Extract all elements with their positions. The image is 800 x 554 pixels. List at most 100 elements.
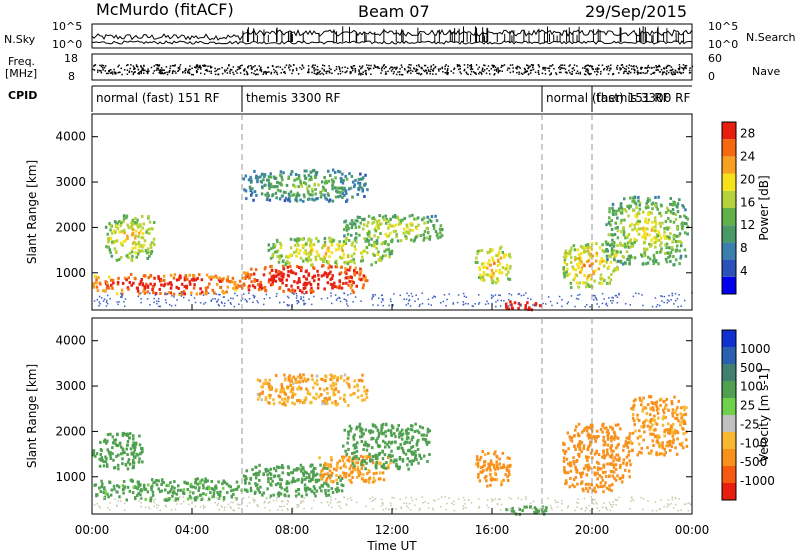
near-range-speckle <box>193 297 196 299</box>
near-range-speckle <box>178 292 181 294</box>
range-cell <box>336 378 339 382</box>
range-cell <box>244 276 247 280</box>
range-cell <box>475 256 478 260</box>
range-cell <box>479 455 483 459</box>
range-cell <box>486 262 490 266</box>
freq-dot <box>400 73 403 76</box>
range-cell <box>434 230 438 234</box>
near-range-speckle <box>173 296 175 298</box>
freq-dot <box>381 66 383 69</box>
range-cell <box>619 221 623 225</box>
freq-dot <box>553 68 555 70</box>
range-cell <box>190 485 193 489</box>
range-cell <box>107 450 111 454</box>
freq-dot <box>226 67 229 69</box>
range-cell <box>332 392 335 396</box>
freq-dot <box>652 72 655 75</box>
near-range-speckle <box>105 305 108 307</box>
range-cell <box>329 463 332 467</box>
range-cell <box>380 242 384 246</box>
range-cell <box>372 480 375 484</box>
range-cell <box>604 481 607 485</box>
freq-dot <box>607 65 610 67</box>
range-cell <box>672 212 675 216</box>
range-cell <box>323 240 327 244</box>
range-cell <box>303 401 306 405</box>
freq-dot <box>368 69 370 71</box>
range-cell <box>348 467 352 471</box>
freq-dot <box>186 71 189 73</box>
range-cell <box>328 198 332 202</box>
near-range-speckle <box>159 305 161 308</box>
range-cell <box>221 278 224 282</box>
near-range-speckle <box>296 302 299 305</box>
freq-dot <box>670 66 673 68</box>
near-range-speckle <box>448 293 450 295</box>
range-cell <box>645 412 649 416</box>
near-range-speckle <box>542 302 544 305</box>
range-cell <box>628 258 631 262</box>
range-cell <box>262 273 266 277</box>
range-cell <box>669 259 672 263</box>
range-cell <box>670 428 673 432</box>
near-range-speckle <box>171 295 173 297</box>
range-cell <box>353 238 357 242</box>
range-cell <box>347 227 350 231</box>
range-cell <box>312 396 315 400</box>
near-range-speckle <box>99 303 101 305</box>
near-range-speckle <box>123 301 125 303</box>
range-cell <box>637 227 640 231</box>
freq-dot <box>518 71 520 73</box>
range-cell <box>320 393 323 397</box>
range-cell <box>669 202 672 206</box>
freq-dot <box>193 66 196 69</box>
near-range-speckle <box>388 304 390 307</box>
range-cell <box>476 249 480 253</box>
range-cell <box>583 264 586 268</box>
range-cell <box>416 440 419 444</box>
freq-dot <box>187 71 189 74</box>
range-cell <box>303 483 307 487</box>
range-cell <box>287 378 291 382</box>
range-cell <box>610 233 613 237</box>
range-cell <box>356 395 360 399</box>
range-cell <box>120 288 124 292</box>
range-cell <box>641 235 644 239</box>
freq-dot <box>317 69 319 71</box>
range-cell <box>330 487 333 491</box>
freq-dot <box>192 73 195 76</box>
range-cell <box>630 255 634 259</box>
range-cell <box>104 460 108 464</box>
near-range-speckle <box>414 300 416 303</box>
range-cell <box>329 384 333 388</box>
freq-dot <box>155 69 158 71</box>
range-cell <box>274 373 278 377</box>
freq-dot <box>616 68 618 70</box>
range-cell <box>415 217 418 221</box>
freq-dot <box>407 66 409 68</box>
range-cell <box>309 241 313 245</box>
freq-dot <box>390 66 392 68</box>
range-cell <box>177 287 180 291</box>
range-cell <box>341 192 345 196</box>
freq-dot <box>312 64 314 66</box>
freq-dot <box>315 73 317 75</box>
freq-dot <box>410 64 412 66</box>
range-cell <box>584 246 587 250</box>
freq-dot <box>492 66 495 68</box>
freq-dot <box>559 68 562 71</box>
range-cell <box>308 487 312 491</box>
range-cell <box>333 170 337 174</box>
range-cell <box>671 411 674 415</box>
range-cell <box>324 251 328 255</box>
range-cell <box>267 480 270 484</box>
freq-dot <box>315 68 317 71</box>
freq-dot <box>197 68 199 70</box>
range-cell <box>258 463 261 467</box>
freq-dot <box>429 72 431 75</box>
range-cell <box>217 480 220 484</box>
range-cell <box>620 218 623 222</box>
range-cell <box>133 240 136 244</box>
range-cell <box>587 463 590 467</box>
range-cell <box>252 472 256 476</box>
